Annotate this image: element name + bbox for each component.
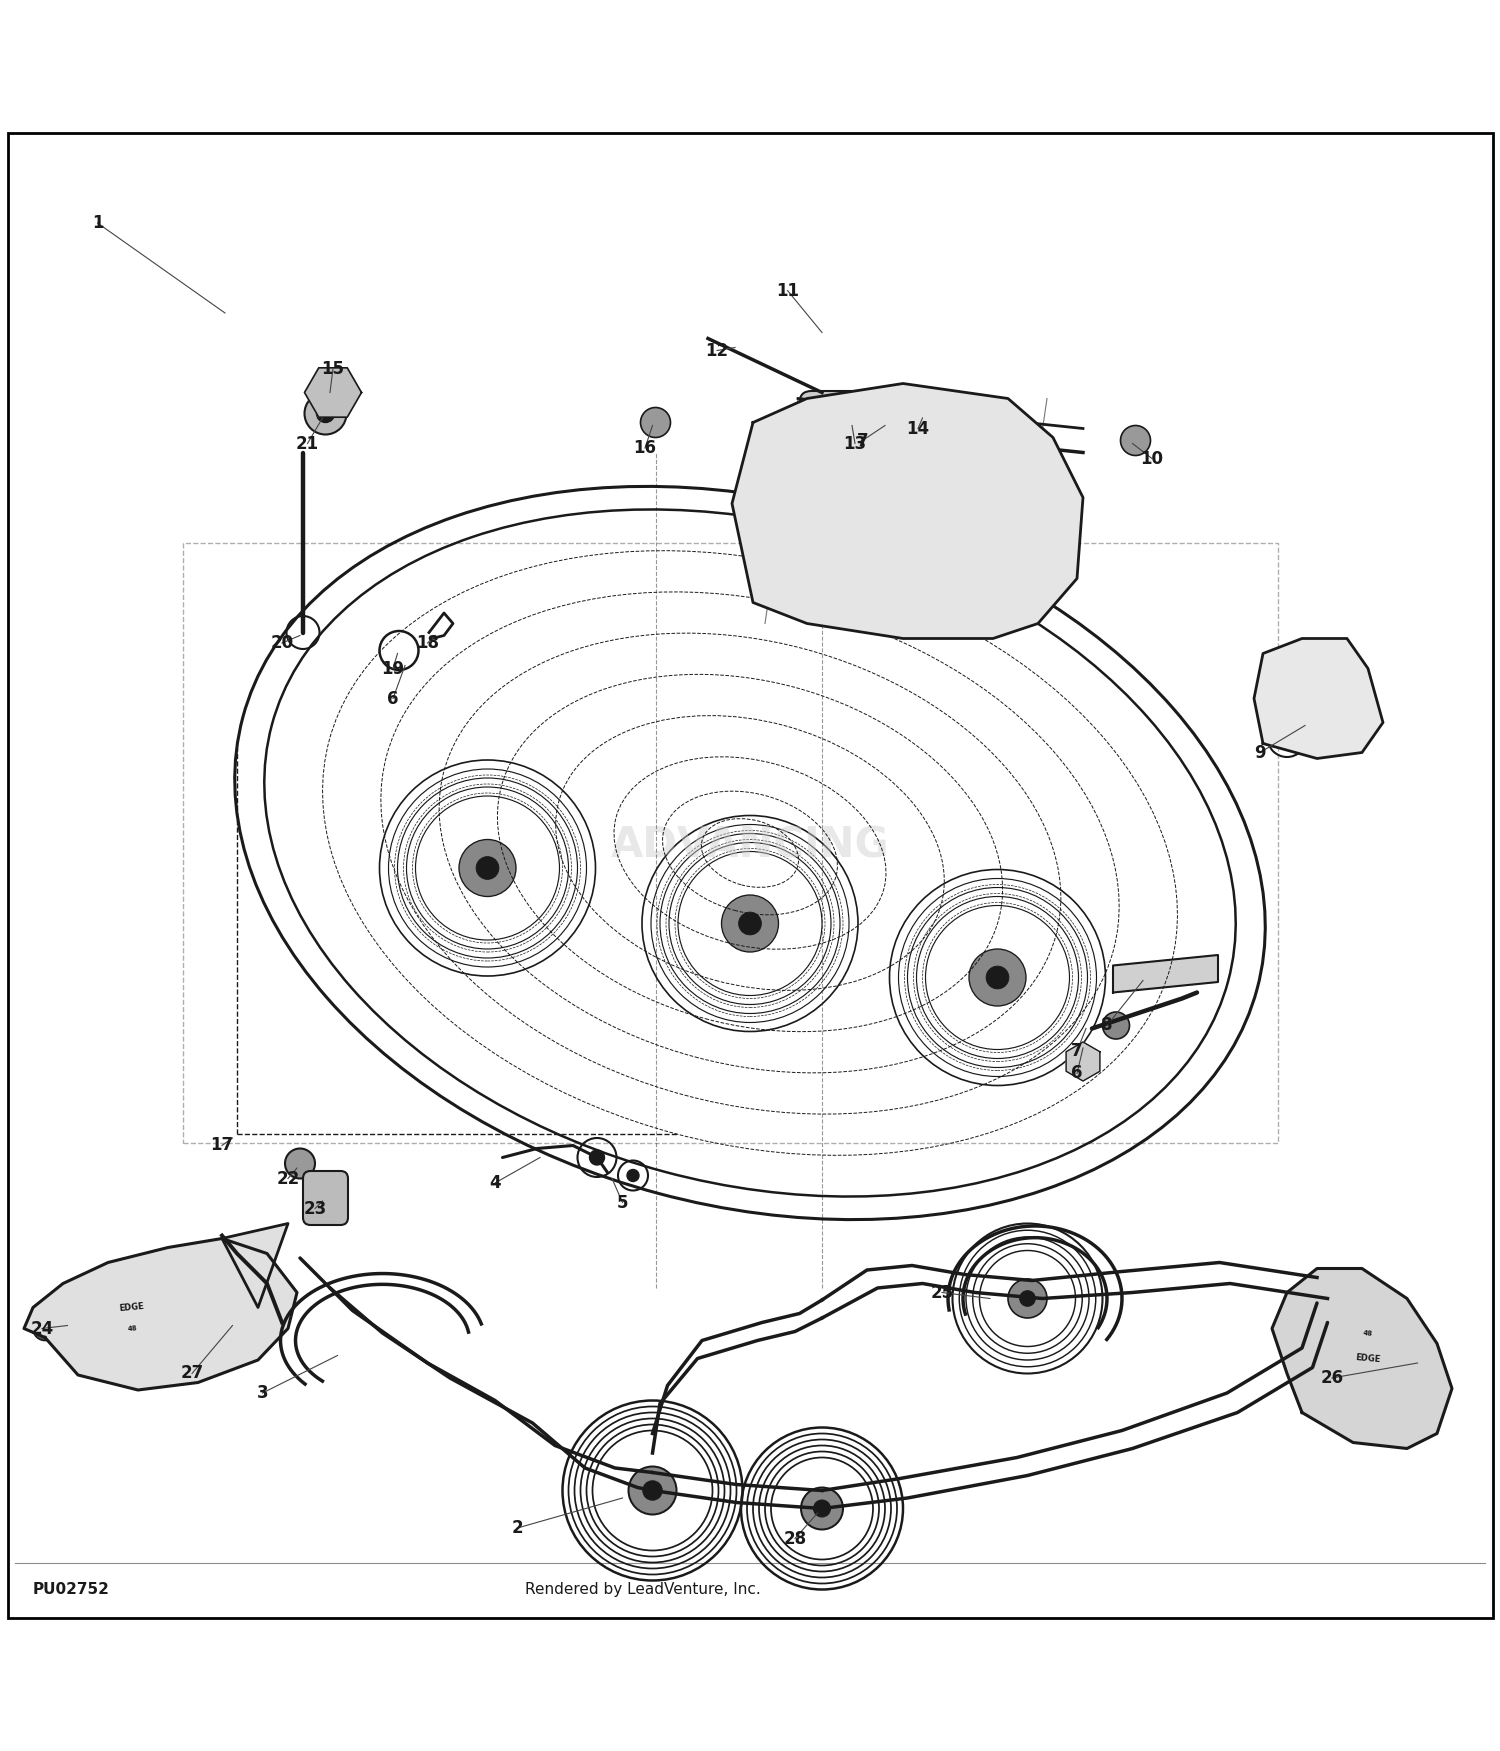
Circle shape [1020,1290,1035,1306]
Text: 25: 25 [930,1283,954,1301]
Polygon shape [24,1238,297,1390]
Polygon shape [1272,1268,1452,1448]
Text: 11: 11 [776,282,800,299]
Text: 2: 2 [512,1520,524,1537]
Circle shape [1102,1012,1130,1038]
Text: PU02752: PU02752 [33,1581,110,1597]
Text: 23: 23 [303,1199,327,1217]
Text: 19: 19 [381,660,405,678]
Text: 6: 6 [387,690,399,707]
Circle shape [476,856,500,879]
Polygon shape [1254,639,1383,758]
Circle shape [322,382,344,403]
Text: 26: 26 [1320,1369,1344,1387]
Text: 7: 7 [856,431,868,450]
Circle shape [986,967,1010,989]
Text: 4: 4 [489,1173,501,1192]
Text: 14: 14 [906,420,930,438]
Text: 48: 48 [1364,1329,1372,1336]
Circle shape [316,404,334,422]
Text: 7: 7 [1071,1042,1083,1059]
Text: 8: 8 [1101,1017,1113,1035]
Text: 6: 6 [1071,1065,1083,1082]
Circle shape [304,392,346,434]
Text: 28: 28 [783,1530,807,1548]
Circle shape [285,1149,315,1178]
Text: 24: 24 [30,1320,54,1338]
Circle shape [1120,425,1150,455]
Text: 3: 3 [256,1383,268,1403]
Circle shape [1008,1278,1047,1319]
Circle shape [813,1501,831,1516]
Text: 18: 18 [416,634,440,651]
Text: 13: 13 [843,434,867,452]
Text: 1: 1 [92,214,104,231]
Polygon shape [1113,954,1218,993]
Circle shape [590,1150,604,1164]
Circle shape [33,1317,57,1341]
Polygon shape [732,383,1083,639]
Circle shape [969,949,1026,1007]
Circle shape [627,1170,639,1182]
FancyBboxPatch shape [800,390,916,454]
Polygon shape [1066,1042,1100,1080]
Text: 5: 5 [616,1194,628,1212]
Circle shape [722,895,778,953]
Text: 48: 48 [128,1326,136,1333]
Text: ADVANCING: ADVANCING [610,825,890,867]
Polygon shape [304,368,361,417]
Text: 16: 16 [633,440,657,457]
Text: 17: 17 [210,1136,234,1154]
Text: EDGE: EDGE [118,1303,146,1313]
Circle shape [738,912,762,935]
Text: 12: 12 [705,341,729,359]
Circle shape [644,1481,662,1501]
Text: 22: 22 [276,1170,300,1187]
Text: 9: 9 [1254,744,1266,762]
Text: 27: 27 [180,1364,204,1383]
FancyBboxPatch shape [303,1171,348,1226]
Text: 20: 20 [270,634,294,651]
Circle shape [801,1488,843,1530]
Text: Rendered by LeadVenture, Inc.: Rendered by LeadVenture, Inc. [525,1581,760,1597]
Text: 10: 10 [1140,450,1164,468]
Circle shape [459,839,516,897]
Circle shape [640,408,670,438]
Text: 21: 21 [296,434,320,452]
Text: 15: 15 [321,359,345,378]
Circle shape [628,1467,676,1515]
Circle shape [912,399,942,429]
Polygon shape [222,1224,288,1308]
Text: EDGE: EDGE [1354,1354,1382,1364]
